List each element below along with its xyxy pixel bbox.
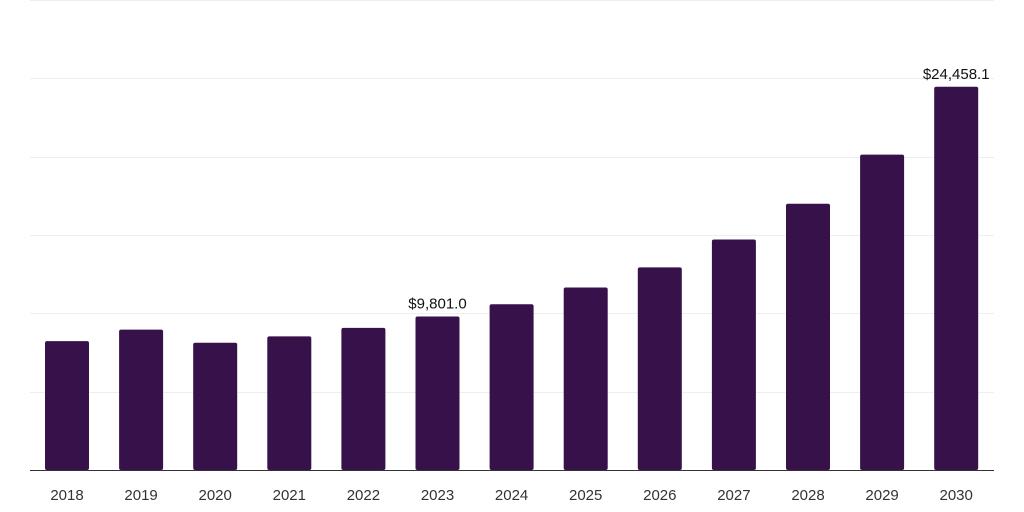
x-tick-label: 2026 — [643, 487, 676, 504]
x-tick-label: 2030 — [940, 487, 973, 504]
x-tick-label: 2022 — [347, 487, 380, 504]
bar-2029 — [860, 154, 905, 470]
data-label-2023: $9,801.0 — [408, 296, 466, 313]
bar-2024 — [489, 304, 534, 470]
bars — [45, 86, 979, 471]
bar-2023 — [415, 316, 460, 470]
gridlines — [30, 0, 994, 393]
x-tick-label: 2020 — [199, 487, 232, 504]
x-tick-label: 2024 — [495, 487, 528, 504]
bar-2028 — [786, 203, 830, 470]
data-label-2030: $24,458.1 — [923, 66, 990, 83]
bar-2019 — [119, 329, 164, 470]
bar-2026 — [637, 267, 682, 470]
x-tick-labels: 2018 2019 2020 2021 2022 2023 2024 2025 2026 2027… — [50, 487, 973, 504]
x-tick-label: 2019 — [124, 487, 157, 504]
x-tick-label: 2029 — [865, 487, 898, 504]
bar-2020 — [193, 342, 238, 470]
x-tick-label: 2025 — [569, 487, 602, 504]
bar-2021 — [267, 336, 312, 470]
data-labels: $9,801.0 $24,458.1 — [408, 66, 989, 313]
x-tick-label: 2021 — [273, 487, 306, 504]
x-tick-label: 2027 — [717, 487, 750, 504]
bar-2027 — [711, 239, 756, 470]
x-tick-label: 2028 — [791, 487, 824, 504]
bar-2022 — [341, 327, 386, 470]
bar-2025 — [563, 287, 608, 470]
bar-2030 — [934, 86, 979, 471]
x-tick-label: 2023 — [421, 487, 454, 504]
x-tick-label: 2018 — [50, 487, 83, 504]
bar-2018 — [45, 341, 89, 470]
